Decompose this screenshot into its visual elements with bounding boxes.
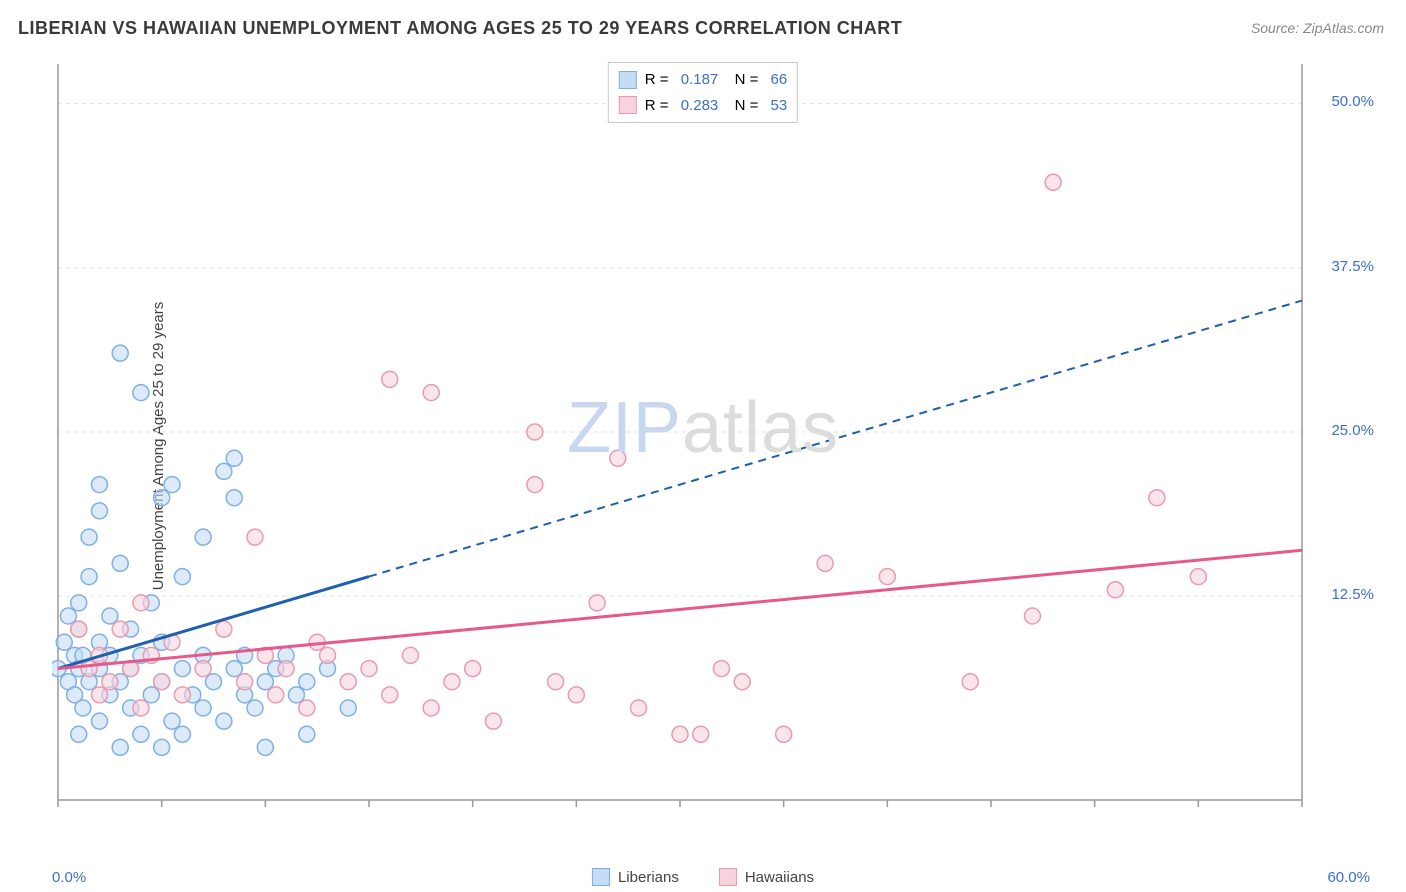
source-attribution: Source: ZipAtlas.com [1251, 20, 1384, 36]
legend-r-label: R = [645, 67, 673, 93]
series-legend: Liberians Hawaiians [592, 868, 814, 886]
legend-item-liberians: Liberians [592, 868, 679, 886]
x-axis-origin-label: 0.0% [52, 869, 86, 886]
legend-r-liberians: 0.187 [681, 67, 719, 93]
legend-n-label: N = [726, 93, 762, 119]
y-tick-label: 12.5% [1331, 586, 1374, 603]
legend-n-liberians: 66 [771, 67, 788, 93]
legend-row-liberians: R = 0.187 N = 66 [619, 67, 787, 93]
scatter-svg [52, 58, 1352, 828]
correlation-legend: R = 0.187 N = 66 R = 0.283 N = 53 [608, 62, 798, 123]
legend-n-hawaiians: 53 [771, 93, 788, 119]
plot-area [52, 58, 1352, 828]
y-tick-label: 37.5% [1331, 258, 1374, 275]
swatch-liberians [619, 71, 637, 89]
legend-label-hawaiians: Hawaiians [745, 869, 814, 886]
legend-r-label: R = [645, 93, 673, 119]
legend-r-hawaiians: 0.283 [681, 93, 719, 119]
legend-row-hawaiians: R = 0.283 N = 53 [619, 93, 787, 119]
y-tick-label: 50.0% [1331, 93, 1374, 110]
legend-label-liberians: Liberians [618, 869, 679, 886]
legend-n-label: N = [726, 67, 762, 93]
legend-item-hawaiians: Hawaiians [719, 868, 814, 886]
chart-title: LIBERIAN VS HAWAIIAN UNEMPLOYMENT AMONG … [18, 18, 902, 39]
chart-container: LIBERIAN VS HAWAIIAN UNEMPLOYMENT AMONG … [0, 0, 1406, 892]
swatch-liberians-icon [592, 868, 610, 886]
swatch-hawaiians [619, 96, 637, 114]
swatch-hawaiians-icon [719, 868, 737, 886]
x-axis-max-label: 60.0% [1327, 869, 1370, 886]
y-tick-label: 25.0% [1331, 422, 1374, 439]
